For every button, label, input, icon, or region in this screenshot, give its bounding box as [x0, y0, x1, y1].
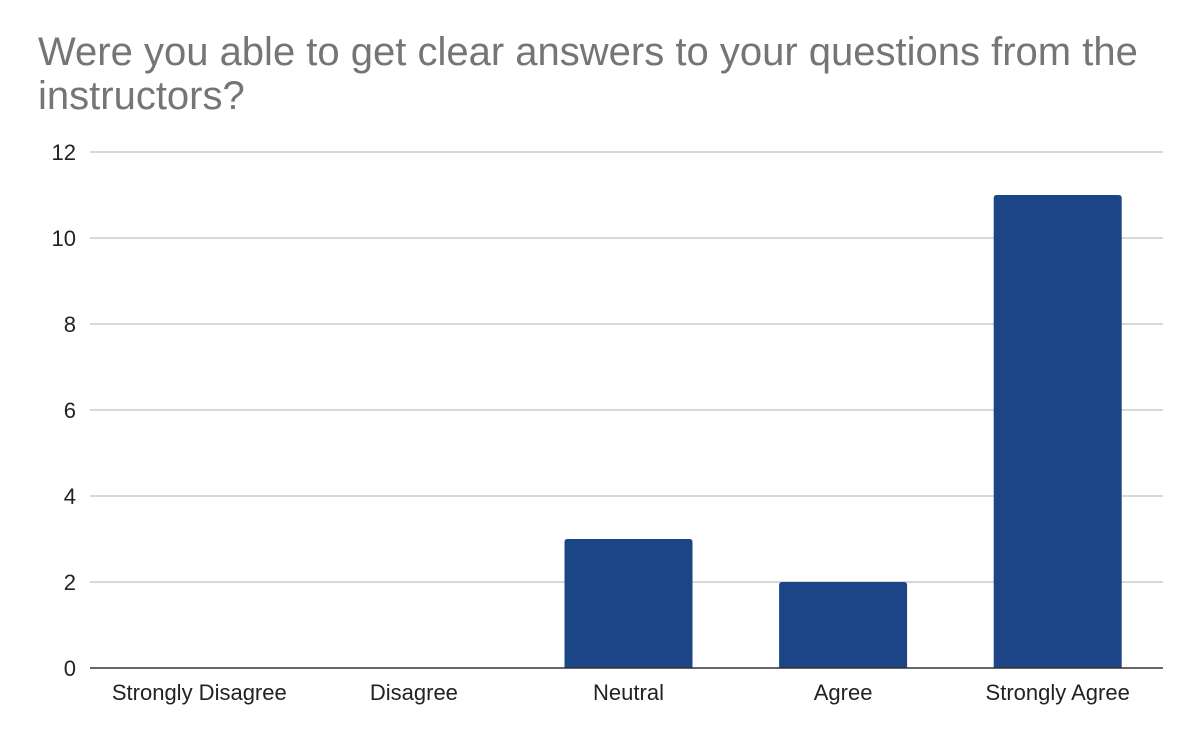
y-tick-label: 0 [64, 656, 76, 681]
y-tick-label: 2 [64, 570, 76, 595]
x-category-labels: Strongly Disagree Disagree Neutral Agree Str… [112, 680, 1130, 705]
x-category-label: Strongly Disagree [112, 680, 287, 705]
y-tick-label: 10 [52, 226, 76, 251]
y-tick-label: 8 [64, 312, 76, 337]
y-tick-label: 4 [64, 484, 76, 509]
y-tick-labels: 0 2 4 6 8 10 12 [52, 140, 76, 681]
bars [564, 195, 1122, 668]
x-category-label: Strongly Agree [986, 680, 1130, 705]
x-category-label: Agree [814, 680, 873, 705]
y-tick-label: 12 [52, 140, 76, 165]
chart-title: Were you able to get clear answers to yo… [38, 30, 1138, 118]
bar-neutral [564, 539, 693, 668]
bar-agree [779, 582, 908, 668]
y-tick-label: 6 [64, 398, 76, 423]
x-category-label: Disagree [370, 680, 458, 705]
x-category-label: Neutral [593, 680, 664, 705]
bar-strongly-agree [993, 195, 1122, 668]
